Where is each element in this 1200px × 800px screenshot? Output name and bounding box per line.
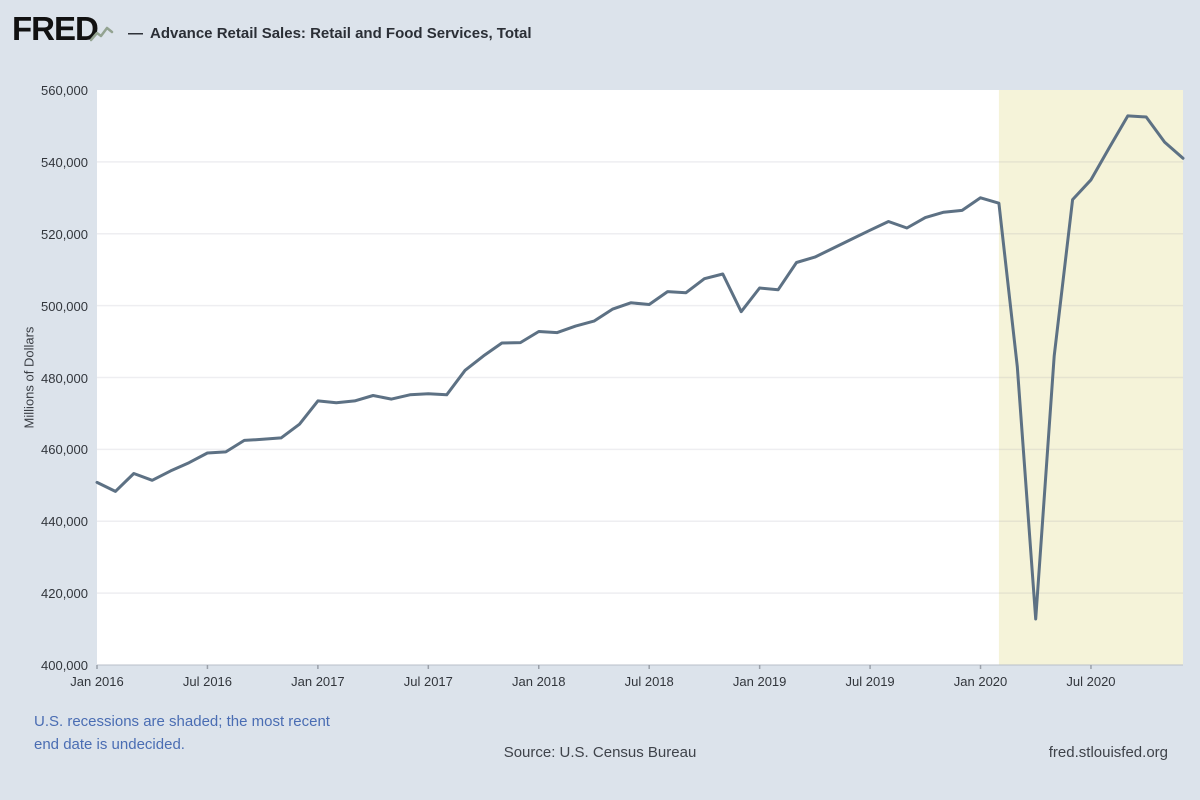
fred-logo: FRED (12, 10, 99, 47)
series-legend: — Advance Retail Sales: Retail and Food S… (128, 25, 532, 42)
sales-line-series (95, 114, 1185, 621)
y-tick-label: 400,000 (41, 658, 88, 673)
x-tick-label: Jul 2016 (182, 674, 233, 689)
y-tick-label: 480,000 (41, 370, 88, 386)
y-tick-label: 520,000 (41, 226, 88, 242)
x-tick-label: Jan 2019 (732, 674, 787, 689)
chart-header: FRED — Advance Retail Sales: Retail and F… (0, 0, 1200, 62)
x-tick-label: Jul 2019 (845, 674, 895, 689)
y-tick-label: 560,000 (41, 83, 88, 98)
y-tick-label: 500,000 (41, 298, 88, 314)
x-tick-label: Jan 2018 (512, 674, 566, 689)
fred-site-link[interactable]: fred.stlouisfed.org (1048, 744, 1168, 761)
x-tick-label: Jul 2017 (403, 674, 453, 689)
recession-shading-band (998, 90, 1183, 665)
y-tick-label: 540,000 (41, 154, 88, 170)
y-tick-label: 460,000 (41, 442, 88, 458)
x-tick-label: Jan 2016 (70, 674, 124, 689)
fred-logo-squiggle-icon (90, 26, 114, 42)
y-tick-label: 440,000 (41, 514, 88, 530)
x-tick-label: Jul 2018 (624, 674, 674, 689)
x-tick-label: Jan 2017 (291, 674, 345, 689)
recession-note: U.S. recessions are shaded; the most rec… (34, 713, 330, 753)
x-tick-label: Jul 2020 (1066, 674, 1116, 689)
x-tick-label: Jan 2020 (953, 674, 1008, 689)
y-tick-label: 420,000 (41, 586, 88, 602)
legend-line-marker: — (128, 25, 143, 42)
series-title: Advance Retail Sales: Retail and Food Se… (150, 25, 532, 42)
source-label: Source: U.S. Census Bureau (503, 744, 697, 761)
